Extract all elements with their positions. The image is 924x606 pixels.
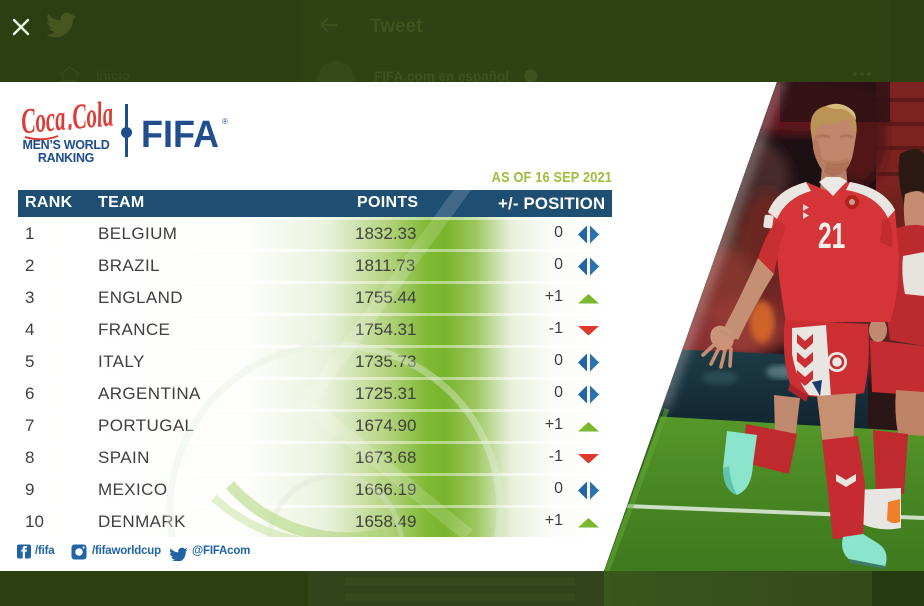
svg-text:FIFA.com en español: FIFA.com en español: [374, 69, 509, 82]
svg-text:®: ®: [222, 117, 228, 126]
svg-text:FIFA: FIFA: [141, 115, 219, 155]
svg-text:Inicio: Inicio: [96, 68, 130, 82]
svg-text:Tweet: Tweet: [370, 16, 423, 37]
svg-text:Coca․Cola: Coca․Cola: [19, 93, 114, 141]
svg-text:21: 21: [818, 215, 845, 256]
